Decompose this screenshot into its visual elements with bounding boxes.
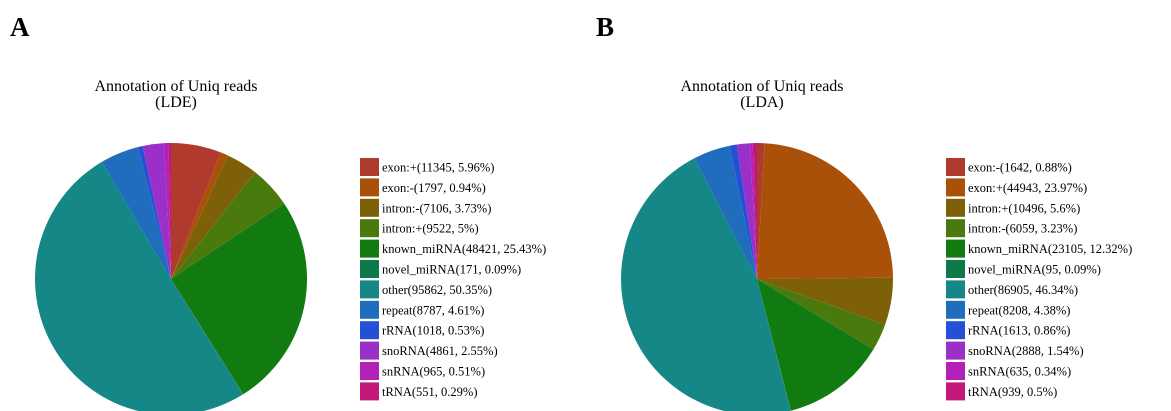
legend-label: exon:+(11345, 5.96%) <box>382 161 494 175</box>
pie-slice <box>757 143 893 279</box>
chart-title-line-1: Annotation of Uniq reads <box>680 78 844 95</box>
pie-slice <box>171 279 244 395</box>
legend-swatch <box>946 219 965 238</box>
legend-swatch <box>946 260 965 278</box>
legend-label: novel_miRNA(95, 0.09%) <box>968 263 1101 277</box>
chart-title-line-2: (LDA) <box>740 94 784 111</box>
legend-label: exon:+(44943, 23.97%) <box>968 181 1087 195</box>
pie-slice <box>138 146 171 279</box>
legend-label: known_miRNA(23105, 12.32%) <box>968 242 1132 256</box>
legend-swatch <box>360 382 379 401</box>
legend-swatch <box>360 198 379 217</box>
pie-slice <box>35 161 243 411</box>
legend-swatch <box>946 382 965 401</box>
legend-swatch <box>360 341 379 360</box>
legend-swatch <box>360 362 379 380</box>
chart-title: Annotation of Uniq reads (LDE) <box>76 79 276 111</box>
chart-panel-a: A Annotation of Uniq reads (LDE) exon:+(… <box>0 0 585 411</box>
legend-label: snRNA(635, 0.34%) <box>968 365 1071 379</box>
legend-label: snoRNA(4861, 2.55%) <box>382 344 498 358</box>
legend-label: exon:-(1797, 0.94%) <box>382 181 486 195</box>
legend-swatch <box>360 219 379 238</box>
legend-swatch <box>360 260 379 278</box>
legend-swatch <box>360 300 379 319</box>
chart-title-line-1: Annotation of Uniq reads <box>94 78 258 95</box>
legend-label: intron:+(10496, 5.6%) <box>968 201 1080 215</box>
legend-label: other(95862, 50.35%) <box>382 283 492 297</box>
legend-label: other(86905, 46.34%) <box>968 283 1078 297</box>
pie-slice <box>757 143 765 279</box>
pie-slice <box>621 158 791 411</box>
legend-label: snRNA(965, 0.51%) <box>382 365 485 379</box>
legend-label: tRNA(551, 0.29%) <box>382 385 477 399</box>
legend-swatch <box>946 321 965 340</box>
legend-label: exon:-(1642, 0.88%) <box>968 161 1072 175</box>
legend-label: repeat(8787, 4.61%) <box>382 303 484 317</box>
legend-swatch <box>360 321 379 340</box>
legend-swatch <box>946 300 965 319</box>
chart-title: Annotation of Uniq reads (LDA) <box>662 79 862 111</box>
chart-panel-b: B Annotation of Uniq reads (LDA) exon:-(… <box>586 0 1171 411</box>
pie-slice <box>171 172 285 279</box>
pie-slice <box>101 147 171 279</box>
legend-swatch <box>946 280 965 299</box>
legend-swatch <box>360 280 379 299</box>
chart-title-line-2: (LDE) <box>155 94 197 111</box>
legend-label: repeat(8208, 4.38%) <box>968 303 1070 317</box>
legend-swatch <box>360 239 379 258</box>
pie-chart: exon:-(1642, 0.88%) exon:+(44943, 23.97%)… <box>621 143 1132 411</box>
pie-slice <box>736 143 757 279</box>
panel-label: A <box>10 12 30 42</box>
panel-label: B <box>596 12 615 42</box>
legend-swatch <box>946 178 965 197</box>
legend-swatch <box>360 158 379 176</box>
pie-slice <box>757 279 791 411</box>
legend-swatch <box>946 362 965 380</box>
pie-slice <box>729 144 757 279</box>
legend-label: rRNA(1018, 0.53%) <box>382 324 484 338</box>
pie-slice <box>171 155 256 279</box>
legend-label: intron:-(7106, 3.73%) <box>382 201 491 215</box>
legend-swatch <box>946 239 965 258</box>
pie-slice <box>749 143 757 279</box>
legend-swatch <box>360 178 379 197</box>
pie-slice <box>171 203 308 395</box>
pie-slice <box>142 143 171 279</box>
pie-slice <box>757 279 886 350</box>
legend-swatch <box>946 158 965 176</box>
legend-label: rRNA(1613, 0.86%) <box>968 324 1070 338</box>
pie-slice <box>752 143 757 279</box>
legend-label: novel_miRNA(171, 0.09%) <box>382 263 521 277</box>
pie-slice <box>171 143 221 279</box>
pie-slice <box>171 152 229 279</box>
legend-swatch <box>946 341 965 360</box>
pie-slice <box>164 143 171 279</box>
legend-label: intron:+(9522, 5%) <box>382 222 479 236</box>
legend-label: tRNA(939, 0.5%) <box>968 385 1057 399</box>
pie-slice <box>168 142 171 279</box>
pie-slice <box>757 279 874 411</box>
pie-slice <box>694 145 757 279</box>
legend-label: known_miRNA(48421, 25.43%) <box>382 242 546 256</box>
legend-swatch <box>946 198 965 217</box>
pie-slice <box>757 277 893 325</box>
legend-label: snoRNA(2888, 1.54%) <box>968 344 1084 358</box>
legend-label: intron:-(6059, 3.23%) <box>968 222 1077 236</box>
pie-chart: exon:+(11345, 5.96%) exon:-(1797, 0.94%) i… <box>35 142 546 411</box>
